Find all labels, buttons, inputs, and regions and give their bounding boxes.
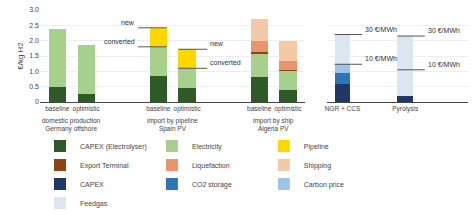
svg-text:new: new — [121, 19, 135, 26]
svg-text:baseline: baseline — [146, 105, 171, 112]
svg-text:1.0: 1.0 — [29, 68, 39, 75]
svg-text:2.0: 2.0 — [29, 37, 39, 44]
svg-text:Shipping: Shipping — [304, 162, 331, 170]
svg-text:CO2 storage: CO2 storage — [192, 181, 232, 189]
svg-text:10 €/MWh: 10 €/MWh — [365, 55, 397, 62]
svg-text:optimistic: optimistic — [73, 105, 101, 113]
svg-text:CAPEX: CAPEX — [80, 181, 104, 188]
svg-text:converted: converted — [104, 38, 135, 45]
svg-text:Pyrolysis: Pyrolysis — [392, 105, 419, 113]
svg-text:baseline: baseline — [247, 105, 272, 112]
svg-text:Feedgas: Feedgas — [80, 200, 108, 208]
svg-text:2.5: 2.5 — [29, 22, 39, 29]
svg-text:30 €/MWh: 30 €/MWh — [365, 26, 397, 33]
svg-text:3.0: 3.0 — [29, 6, 39, 13]
svg-text:30 €/MWh: 30 €/MWh — [428, 27, 460, 34]
svg-text:Liquefaction: Liquefaction — [192, 162, 230, 170]
svg-text:new: new — [210, 40, 224, 47]
svg-text:10 €/MWh: 10 €/MWh — [428, 61, 460, 68]
svg-text:0.5: 0.5 — [29, 83, 39, 90]
svg-text:€/kg H2: €/kg H2 — [16, 42, 25, 70]
svg-text:CAPEX (Electrolyser): CAPEX (Electrolyser) — [80, 143, 147, 151]
svg-text:domestic productionGermany off: domestic productionGermany offshore — [42, 117, 101, 133]
svg-text:1.5: 1.5 — [29, 52, 39, 59]
svg-text:optimistic: optimistic — [174, 105, 202, 113]
svg-text:Carbon price: Carbon price — [304, 181, 344, 189]
svg-text:import by shipAlgeria PV: import by shipAlgeria PV — [253, 117, 294, 133]
svg-text:converted: converted — [210, 59, 241, 66]
svg-text:Export Terminal: Export Terminal — [80, 162, 129, 170]
svg-text:Pipeline: Pipeline — [304, 143, 329, 151]
svg-text:optimistic: optimistic — [275, 105, 303, 113]
svg-text:0: 0 — [35, 98, 39, 105]
svg-text:NGR + CCS: NGR + CCS — [325, 105, 361, 112]
svg-text:baseline: baseline — [45, 105, 70, 112]
svg-text:import by pipelineSpain PV: import by pipelineSpain PV — [147, 117, 198, 133]
svg-text:Electricity: Electricity — [192, 143, 222, 151]
